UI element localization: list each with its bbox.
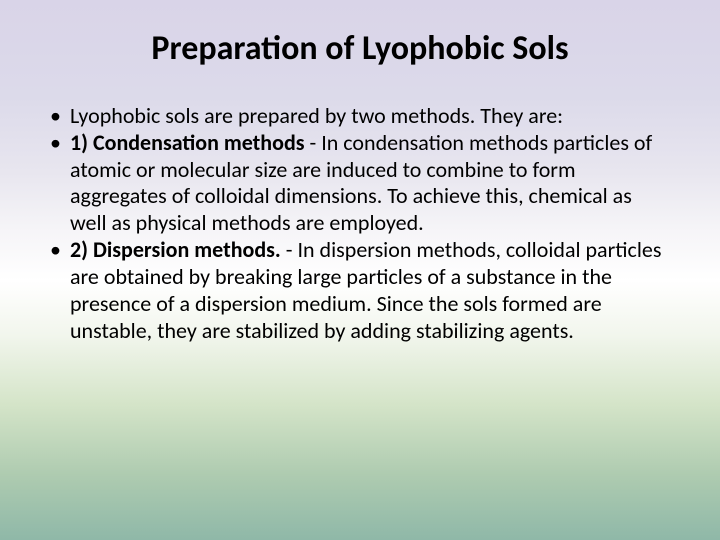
slide-title: Preparation of Lyophobic Sols [48,28,672,69]
list-item: 2) Dispersion methods. - In dispersion m… [48,237,672,344]
bullet-text: Lyophobic sols are prepared by two metho… [70,102,563,129]
bullet-lead: 2) Dispersion methods. [70,236,281,263]
list-item: Lyophobic sols are prepared by two metho… [48,103,672,130]
slide: Preparation of Lyophobic Sols Lyophobic … [0,0,720,540]
list-item: 1) Condensation methods - In condensatio… [48,130,672,237]
bullet-lead: 1) Condensation methods [70,129,305,156]
bullet-list: Lyophobic sols are prepared by two metho… [48,103,672,344]
